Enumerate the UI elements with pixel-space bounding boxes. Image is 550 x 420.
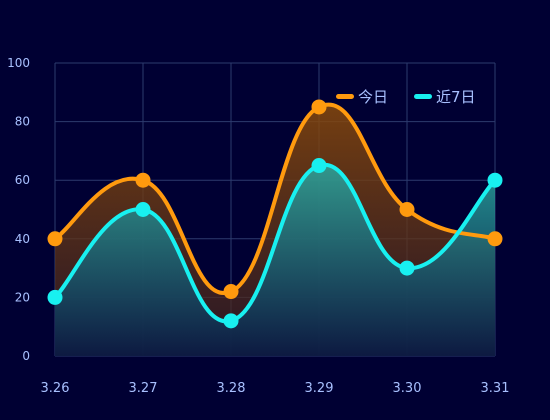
- x-tick-label: 3.29: [305, 381, 334, 396]
- legend-swatch: [336, 94, 354, 99]
- data-point[interactable]: [47, 231, 63, 247]
- x-axis-ticks: 3.26 3.27 3.28 3.29 3.30 3.31: [41, 381, 510, 396]
- y-tick-label: 20: [15, 290, 30, 304]
- y-tick-label: 40: [15, 232, 30, 246]
- x-tick-label: 3.27: [129, 381, 158, 396]
- series-area-1: [55, 164, 495, 356]
- data-point[interactable]: [223, 284, 239, 300]
- data-point[interactable]: [311, 158, 327, 174]
- data-point[interactable]: [223, 313, 239, 329]
- y-tick-label: 100: [7, 56, 30, 70]
- series-points: [47, 99, 503, 329]
- legend-label: 今日: [358, 88, 388, 106]
- y-tick-label: 80: [15, 115, 30, 129]
- x-tick-label: 3.26: [41, 381, 70, 396]
- legend: 今日 近7日: [336, 88, 476, 106]
- legend-label: 近7日: [436, 88, 476, 106]
- data-point[interactable]: [47, 289, 63, 305]
- data-point[interactable]: [399, 202, 415, 217]
- data-point[interactable]: [135, 172, 151, 188]
- y-axis-ticks: 0 20 40 60 80 100: [7, 56, 30, 363]
- series-areas: [55, 104, 495, 356]
- x-tick-label: 3.28: [217, 381, 246, 396]
- data-point[interactable]: [311, 99, 327, 115]
- x-tick-label: 3.30: [393, 381, 422, 396]
- x-tick-label: 3.31: [481, 381, 510, 396]
- y-tick-label: 0: [22, 349, 30, 363]
- data-point[interactable]: [487, 172, 503, 188]
- data-point[interactable]: [487, 231, 503, 247]
- data-point[interactable]: [135, 202, 151, 217]
- y-tick-label: 60: [15, 173, 30, 187]
- legend-swatch: [414, 94, 432, 99]
- data-point[interactable]: [399, 260, 415, 276]
